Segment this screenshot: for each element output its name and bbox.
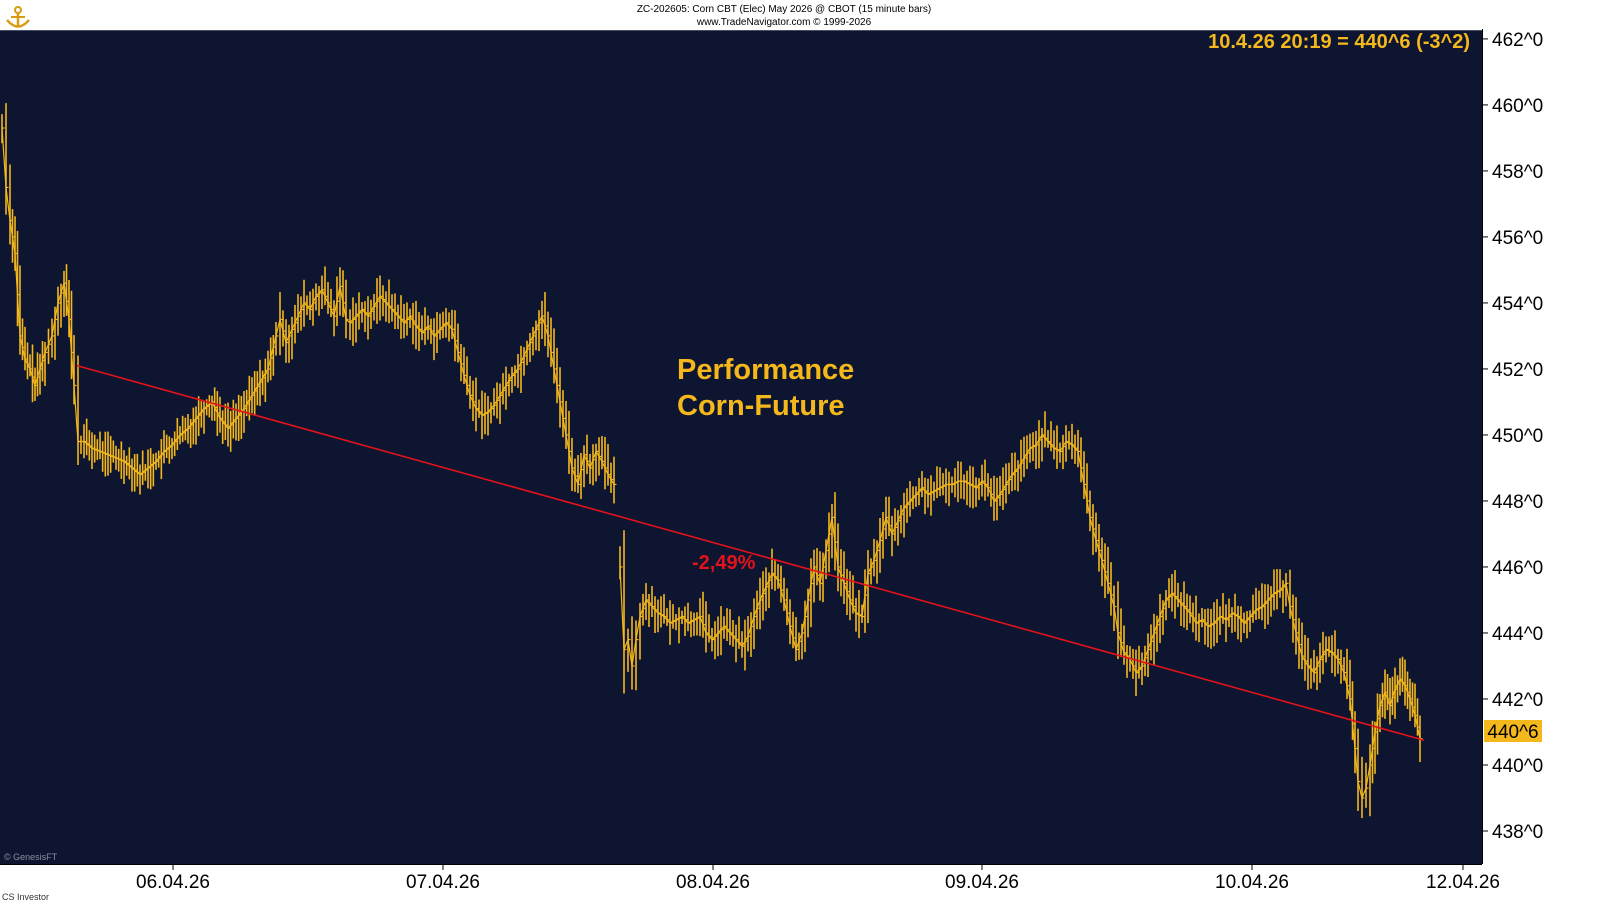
last-price-box xyxy=(1484,720,1542,742)
trendline-layer xyxy=(76,364,1425,742)
y-tick-label: 458^0 xyxy=(1492,162,1543,183)
x-tick-label: 09.04.26 xyxy=(945,872,1019,893)
x-tick-label: 10.04.26 xyxy=(1215,872,1289,893)
watermark: © GenesisFT xyxy=(4,852,58,862)
annotation-line1: Performance xyxy=(677,354,854,386)
y-tick-label: 454^0 xyxy=(1492,294,1543,315)
trendline xyxy=(76,364,1425,742)
price-series-2 xyxy=(619,433,1421,800)
y-tick-label: 460^0 xyxy=(1492,96,1543,117)
y-tick-label: 452^0 xyxy=(1492,360,1543,381)
footer-left: CS Investor xyxy=(2,892,49,902)
x-tick-label: 08.04.26 xyxy=(676,872,750,893)
y-tick-label: 446^0 xyxy=(1492,558,1543,579)
y-tick-label: 440^0 xyxy=(1492,756,1543,777)
x-axis: 06.04.26 07.04.26 08.04.26 09.04.26 10.04.26… xyxy=(136,864,1500,893)
price-bars xyxy=(1,103,1423,819)
plot-area xyxy=(0,29,1482,864)
y-axis: 438^0 440^0 442^0 444^0 446^0 448^0 450^0 452^0… xyxy=(1482,30,1543,843)
last-price-label: 440^6 xyxy=(1487,722,1538,743)
price-readout: 10.4.26 20:19 = 440^6 (-3^2) xyxy=(1208,31,1470,53)
anchor-logo-icon xyxy=(6,6,30,28)
x-tick-label: 06.04.26 xyxy=(136,872,210,893)
y-tick-label: 444^0 xyxy=(1492,624,1543,645)
trend-change-label: -2,49% xyxy=(692,552,756,574)
y-tick-label: 456^0 xyxy=(1492,228,1543,249)
y-tick-label: 448^0 xyxy=(1492,492,1543,513)
y-tick-label: 442^0 xyxy=(1492,690,1543,711)
annotation-line2: Corn-Future xyxy=(677,390,845,422)
y-tick-label: 450^0 xyxy=(1492,426,1543,447)
chart-header-line2: www.TradeNavigator.com © 1999-2026 xyxy=(696,17,872,28)
y-tick-label: 438^0 xyxy=(1492,822,1543,843)
y-tick-label: 462^0 xyxy=(1492,30,1543,51)
x-tick-label: 07.04.26 xyxy=(406,872,480,893)
x-tick-label: 12.04.26 xyxy=(1426,872,1500,893)
chart-header-line1: ZC-202605: Corn CBT (Elec) May 2026 @ CB… xyxy=(637,4,931,15)
